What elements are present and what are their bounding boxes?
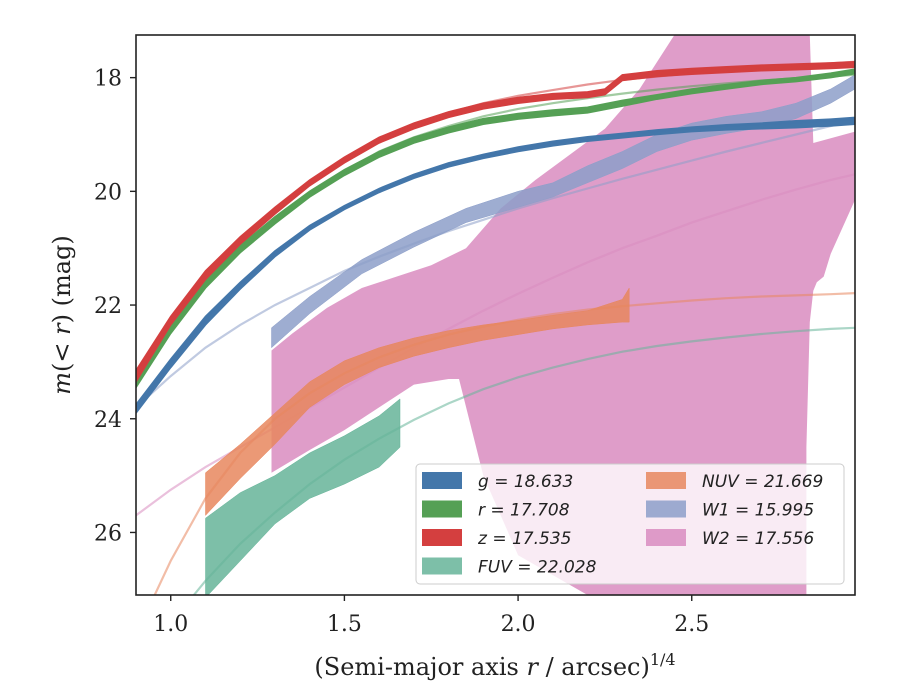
legend-swatch-fuv	[422, 557, 462, 575]
x-tick-label: 1.0	[153, 612, 188, 637]
series-z-model-line	[136, 60, 855, 377]
series-g-band	[136, 116, 855, 415]
legend-label-w2: W2 = 17.556	[702, 529, 814, 549]
legend-swatch-g	[422, 472, 462, 489]
legend-swatch-r	[422, 500, 462, 518]
legend-label-r: r = 17.708	[478, 501, 570, 521]
series-fuv-model-line	[192, 326, 855, 595]
axis-ticks: 1.0 1.5 2.0 2.5 18 20 22 24 26	[94, 67, 709, 637]
series-w1-band	[271, 74, 855, 349]
series-w1-model-line	[136, 119, 855, 409]
legend-label-z: z = 17.535	[477, 529, 571, 549]
plot-area	[136, 35, 855, 595]
legend-swatch-z	[422, 529, 462, 546]
x-tick-label: 2.0	[501, 612, 536, 637]
x-axis-label: (Semi-major axis r / arcsec)1/4	[314, 650, 675, 681]
series-fuv-band	[205, 398, 401, 595]
x-tick-label: 1.5	[327, 612, 362, 637]
legend-label-fuv: FUV = 22.028	[478, 558, 597, 578]
y-tick-label: 22	[94, 294, 122, 319]
series-nuv-band	[205, 287, 630, 517]
series-nuv-model-line	[153, 292, 855, 595]
series-z-band	[136, 60, 855, 384]
plot-frame	[135, 34, 856, 596]
y-axis-label: m(< r) (mag)	[48, 235, 76, 395]
y-tick-label: 18	[94, 67, 122, 92]
series-r-model-line	[136, 73, 855, 383]
legend-label-nuv: NUV = 21.669	[702, 472, 823, 492]
legend-label-w1: W1 = 15.995	[702, 501, 814, 521]
series-g-model-line	[136, 118, 855, 411]
legend-swatch-w2	[646, 529, 686, 546]
y-tick-label: 26	[94, 521, 122, 546]
x-tick-label: 2.5	[674, 612, 709, 637]
legend-swatch-w1	[646, 500, 686, 518]
legend-box	[415, 463, 845, 585]
y-tick-label: 20	[94, 180, 122, 205]
y-tick-label: 24	[94, 408, 122, 433]
legend: g = 18.633 r = 17.708 z = 17.535 FUV = 22.0…	[415, 463, 845, 585]
legend-label-g: g = 18.633	[478, 472, 573, 492]
legend-swatch-nuv	[646, 472, 686, 489]
